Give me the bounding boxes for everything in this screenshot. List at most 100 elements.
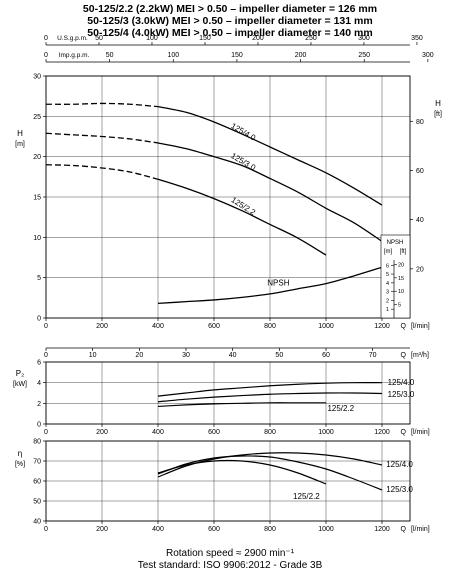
usgpm-tick-label: 100 bbox=[146, 35, 158, 42]
m3h-tick-label: 50 bbox=[275, 352, 283, 359]
eff-curve-12530 bbox=[157, 455, 383, 491]
power-y-tick-label: 4 bbox=[37, 380, 41, 387]
impgpm-tick-label: 250 bbox=[358, 52, 370, 59]
npsh-inset-m-label: 6 bbox=[386, 263, 389, 269]
npsh-inset-unit-ft: [ft] bbox=[400, 249, 407, 255]
power-curve-label: 125/3.0 bbox=[388, 390, 415, 399]
m3h-tick-label: 40 bbox=[229, 352, 237, 359]
power-x-tick-label: 600 bbox=[208, 429, 220, 436]
eff-curve-12522 bbox=[157, 459, 327, 485]
eff-x-tick-label: 1000 bbox=[318, 526, 334, 533]
m3h-tick-label: 60 bbox=[322, 352, 330, 359]
eff-curve-label: 125/2.2 bbox=[293, 492, 320, 501]
m3h-axis-label: Q bbox=[401, 352, 407, 359]
npsh-inset-m-label: 5 bbox=[386, 272, 389, 278]
head-ft-axis-unit: [ft] bbox=[434, 111, 442, 118]
m3h-tick-label: 70 bbox=[369, 352, 377, 359]
header-line-2: 50-125/3 (3.0kW) MEI > 0.50 – impeller d… bbox=[87, 15, 373, 27]
head-ft-tick-label: 80 bbox=[416, 119, 424, 126]
head-ft-tick-label: 40 bbox=[416, 217, 424, 224]
eff-x-tick-label: 200 bbox=[96, 526, 108, 533]
power-x-tick-label: 200 bbox=[96, 429, 108, 436]
head-y-tick-label: 0 bbox=[37, 316, 41, 323]
head-curve-label: 125/4.0 bbox=[229, 121, 257, 142]
head-x-tick-label: 800 bbox=[264, 323, 276, 330]
head-curve-12522-dashed bbox=[45, 164, 159, 180]
eff-x-unit: [l/min] bbox=[411, 526, 430, 533]
power-y-unit: [kW] bbox=[13, 381, 27, 388]
head-x-tick-label: 1000 bbox=[318, 323, 334, 330]
eff-y-tick-label: 60 bbox=[33, 479, 41, 486]
head-ft-axis-label: H bbox=[435, 99, 441, 108]
head-ft-tick-label: 60 bbox=[416, 168, 424, 175]
head-x-tick-label: 600 bbox=[208, 323, 220, 330]
power-curve-label: 125/4.0 bbox=[388, 378, 415, 387]
eff-x-tick-label: 1200 bbox=[374, 526, 390, 533]
npsh-inset-m-label: 3 bbox=[386, 290, 389, 296]
eff-y-tick-label: 50 bbox=[33, 499, 41, 506]
head-y-tick-label: 20 bbox=[33, 154, 41, 161]
usgpm-tick-label: 0 bbox=[44, 35, 48, 42]
head-x-tick-label: 200 bbox=[96, 323, 108, 330]
npsh-inset-ft-label: 20 bbox=[398, 262, 404, 268]
usgpm-tick-label: 150 bbox=[199, 35, 211, 42]
npsh-inset-m-label: 4 bbox=[386, 281, 389, 287]
head-y-label: H bbox=[17, 129, 23, 138]
power-curve-label: 125/2.2 bbox=[327, 404, 354, 413]
power-x-tick-label: 1000 bbox=[318, 429, 334, 436]
power-y-tick-label: 0 bbox=[37, 422, 41, 429]
npsh-curve-label: NPSH bbox=[267, 278, 289, 287]
head-y-tick-label: 10 bbox=[33, 235, 41, 242]
m3h-axis-unit: [m³/h] bbox=[411, 352, 429, 359]
impgpm-tick-label: 150 bbox=[231, 52, 243, 59]
usgpm-tick-label: 50 bbox=[95, 35, 103, 42]
power-x-tick-label: 400 bbox=[152, 429, 164, 436]
usgpm-axis-label: U.S.g.p.m. bbox=[57, 35, 88, 42]
npsh-inset-box bbox=[380, 234, 411, 319]
usgpm-tick-label: 250 bbox=[305, 35, 317, 42]
head-y-tick-label: 15 bbox=[33, 195, 41, 202]
npsh-inset-title: NPSH bbox=[387, 240, 404, 246]
power-x-unit: [l/min] bbox=[411, 429, 430, 436]
m3h-tick-label: 10 bbox=[89, 352, 97, 359]
head-curve-12522 bbox=[157, 178, 327, 256]
head-curve-12530-dashed bbox=[45, 132, 159, 144]
npsh-inset-m-label: 2 bbox=[386, 298, 389, 304]
head-curve-12530 bbox=[157, 142, 383, 242]
impgpm-tick-label: 200 bbox=[295, 52, 307, 59]
head-curve-12540-dashed bbox=[45, 102, 159, 108]
eff-y-tick-label: 80 bbox=[33, 439, 41, 446]
impgpm-tick-label: 50 bbox=[106, 52, 114, 59]
header-line-1: 50-125/2.2 (2.2kW) MEI > 0.50 – impeller… bbox=[82, 3, 378, 15]
head-ft-tick-label: 20 bbox=[416, 266, 424, 273]
npsh-inset-m-label: 1 bbox=[386, 307, 389, 313]
power-y-tick-label: 2 bbox=[37, 401, 41, 408]
npsh-inset-unit-m: [m] bbox=[384, 249, 393, 255]
header-line-3: 50-125/4 (4.0kW) MEI > 0.50 – impeller d… bbox=[87, 27, 373, 39]
eff-x-tick-label: 800 bbox=[264, 526, 276, 533]
usgpm-tick-label: 300 bbox=[358, 35, 370, 42]
usgpm-tick-label: 200 bbox=[252, 35, 264, 42]
m3h-tick-label: 30 bbox=[182, 352, 190, 359]
eff-x-tick-label: 0 bbox=[44, 526, 48, 533]
eff-x-tick-label: 400 bbox=[152, 526, 164, 533]
rotation-speed-note: Rotation speed ≈ 2900 min⁻¹ bbox=[165, 548, 295, 559]
impgpm-tick-label: 0 bbox=[44, 52, 48, 59]
head-curve-12540 bbox=[157, 106, 383, 206]
head-x-unit: [l/min] bbox=[411, 323, 430, 330]
test-standard-note: Test standard: ISO 9906:2012 - Grade 3B bbox=[137, 560, 323, 571]
eff-y-label: η bbox=[18, 449, 22, 458]
eff-x-tick-label: 600 bbox=[208, 526, 220, 533]
power-x-label: Q bbox=[401, 429, 407, 436]
usgpm-tick-label: 350 bbox=[411, 35, 423, 42]
head-x-tick-label: 1200 bbox=[374, 323, 390, 330]
npsh-inset-ft-label: 5 bbox=[398, 303, 401, 309]
power-x-tick-label: 1200 bbox=[374, 429, 390, 436]
eff-curve-label: 125/4.0 bbox=[386, 460, 413, 469]
eff-curve-label: 125/3.0 bbox=[386, 485, 413, 494]
impgpm-tick-label: 100 bbox=[167, 52, 179, 59]
power-curve-12522 bbox=[157, 402, 326, 408]
head-x-label: Q bbox=[401, 323, 407, 330]
